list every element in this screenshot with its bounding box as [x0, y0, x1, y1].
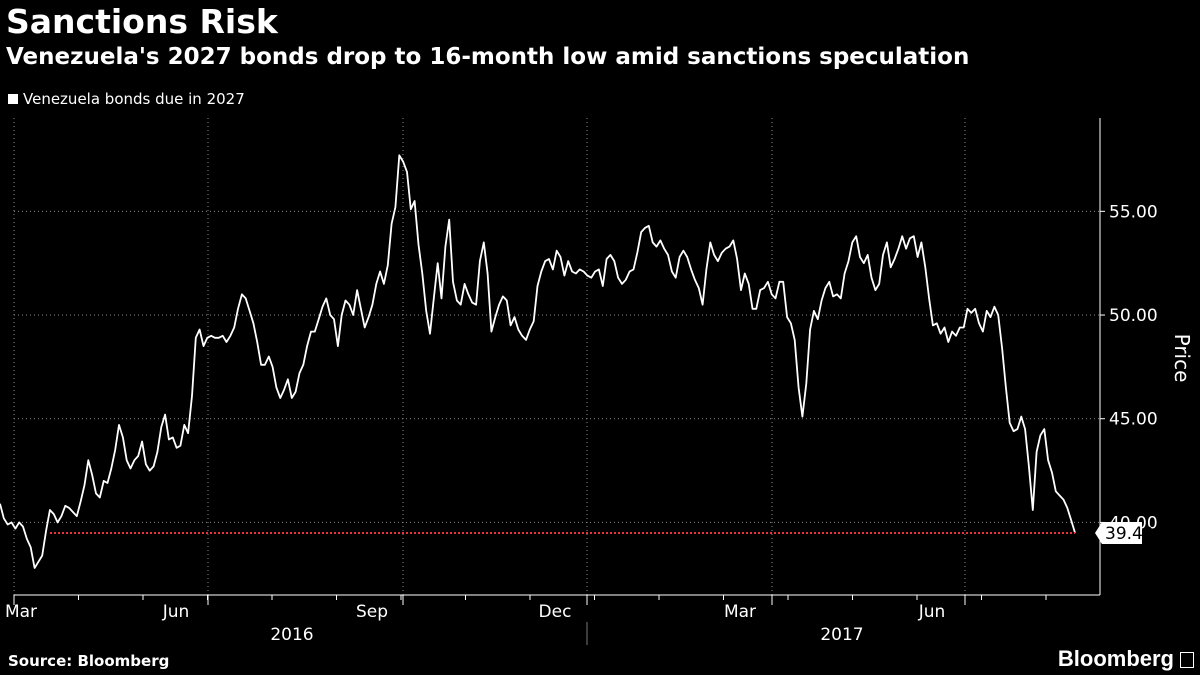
y-tick-label: 45.00 — [1109, 410, 1158, 430]
chart-axes — [14, 118, 1101, 596]
brand-logo-text: Bloomberg — [1057, 646, 1174, 671]
x-tick-label: Sep — [356, 602, 388, 622]
chart-title: Sanctions Risk — [6, 2, 278, 41]
last-value-callout: 39.49 — [1095, 521, 1154, 544]
last-value-label: 39.49 — [1105, 524, 1154, 544]
legend-label: Venezuela bonds due in 2027 — [23, 90, 245, 108]
chart-subtitle: Venezuela's 2027 bonds drop to 16-month … — [6, 44, 970, 70]
year-label: 2016 — [270, 625, 313, 645]
x-tick-label: Mar — [724, 602, 756, 622]
x-tick-label: Jun — [162, 602, 190, 622]
x-tick-label: Jun — [918, 602, 946, 622]
x-tick-label: Dec — [539, 602, 572, 622]
y-axis-title: Price — [1170, 334, 1194, 383]
legend-swatch — [8, 94, 18, 104]
year-label: 2017 — [820, 625, 863, 645]
series-line-venezuela-2027 — [0, 154, 1076, 569]
chart-legend: Venezuela bonds due in 2027 — [8, 90, 245, 108]
x-axis-ticks: Mar Jun Sep Dec Mar Jun 2016 2017 — [5, 595, 1047, 645]
y-tick-label: 55.00 — [1109, 202, 1158, 222]
source-note: Source: Bloomberg — [8, 652, 170, 670]
x-tick-label: Mar — [5, 602, 37, 622]
gridlines — [13, 118, 1100, 595]
terminal-icon — [1180, 652, 1194, 668]
y-tick-label: 50.00 — [1109, 306, 1158, 326]
